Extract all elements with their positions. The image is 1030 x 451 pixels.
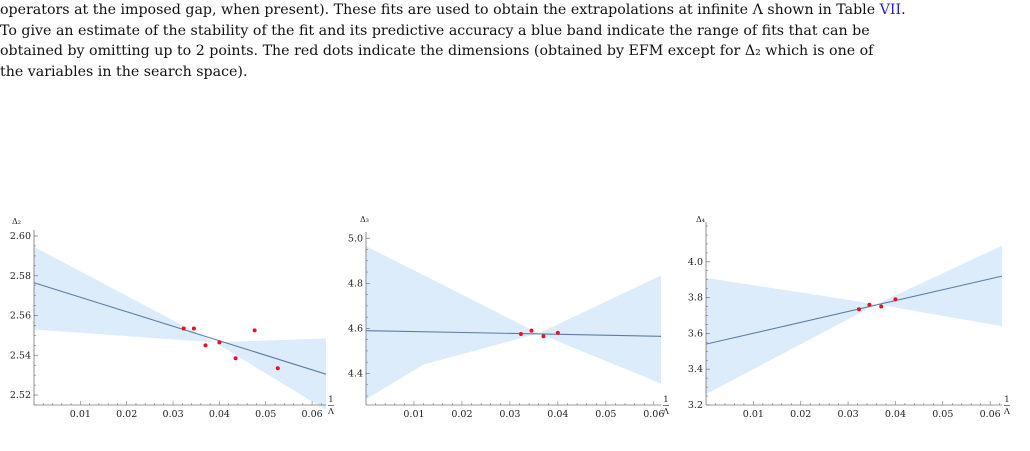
fit-line <box>33 282 327 375</box>
x-tick-label: 0.06 <box>302 409 323 420</box>
data-point <box>252 328 257 333</box>
data-point <box>867 302 872 307</box>
x-tick-label: 0.01 <box>70 409 91 420</box>
data-point <box>203 343 208 348</box>
y-tick-label: 4.4 <box>348 368 363 379</box>
x-axis-label-denominator: Λ <box>327 407 335 417</box>
x-tick-label: 0.01 <box>403 409 424 420</box>
data-point <box>191 326 196 331</box>
x-tick-label: 0.04 <box>547 409 568 420</box>
data-point <box>233 356 238 361</box>
x-tick-label: 0.06 <box>643 409 664 420</box>
fit-line <box>365 330 662 337</box>
data-point <box>217 340 222 345</box>
y-tick-label: 2.54 <box>10 350 31 361</box>
data-point <box>518 332 523 337</box>
delta2-chart: 0.01 0.02 0.03 0.04 0.05 0.06 2.52 2.54 2.56 2.58… <box>10 217 335 420</box>
x-tick-label: 0.01 <box>743 409 764 420</box>
caption-line-1-end: . <box>901 2 906 18</box>
fit-band <box>366 246 661 400</box>
x-axis-label-numerator: 1 <box>663 395 668 405</box>
data-point <box>181 326 186 331</box>
y-axis-label: Δ₃ <box>360 215 369 224</box>
delta3-chart: 0.01 0.02 0.03 0.04 0.05 0.06 4.4 4.6 4.8 5.0 Δ₃ 1 Λ <box>348 215 670 420</box>
y-tick-label: 2.58 <box>10 271 31 282</box>
x-tick-label: 0.02 <box>116 409 137 420</box>
y-tick-label: 2.60 <box>10 231 31 242</box>
x-tick-label: 0.05 <box>595 409 616 420</box>
data-point <box>529 328 534 333</box>
data-point <box>879 304 884 309</box>
y-tick-label: 2.52 <box>10 390 31 401</box>
x-tick-label: 0.05 <box>932 409 953 420</box>
x-tick-label: 0.03 <box>162 409 183 420</box>
y-tick-label: 2.56 <box>10 311 31 322</box>
fit-band <box>706 245 1002 395</box>
y-tick-label: 4.0 <box>688 257 703 268</box>
delta4-chart: 0.01 0.02 0.03 0.04 0.05 0.06 3.2 3.4 3.6 3.8 4.0 Δ… <box>688 215 1011 420</box>
table-ref-link[interactable]: VII <box>879 2 902 18</box>
x-tick-label: 0.03 <box>499 409 520 420</box>
y-tick-label: 3.6 <box>688 328 703 339</box>
data-point <box>893 297 898 302</box>
caption-line-1-text: operators at the imposed gap, when prese… <box>0 2 880 18</box>
y-axis-label: Δ₄ <box>696 215 705 224</box>
data-point <box>856 307 861 312</box>
data-point <box>555 330 560 335</box>
caption-line-2: To give an estimate of the stability of … <box>0 22 870 39</box>
x-tick-label: 0.04 <box>885 409 906 420</box>
caption-line-3: obtained by omitting up to 2 points. The… <box>0 43 874 59</box>
x-axis-label-denominator: Λ <box>1003 407 1011 417</box>
y-tick-label: 3.4 <box>688 364 703 375</box>
y-tick-label: 4.8 <box>348 278 363 289</box>
figure-caption: operators at the imposed gap, when prese… <box>0 0 1030 82</box>
y-tick-label: 5.0 <box>348 233 363 244</box>
data-point <box>275 366 280 371</box>
data-point <box>541 334 546 339</box>
y-tick-label: 3.2 <box>688 400 703 411</box>
caption-line-1: operators at the imposed gap, when prese… <box>0 0 1030 21</box>
x-axis-label-denominator: Λ <box>662 407 670 417</box>
x-tick-label: 0.03 <box>838 409 859 420</box>
y-tick-label: 4.6 <box>348 323 363 334</box>
y-axis-label: Δ₂ <box>12 217 21 226</box>
x-tick-label: 0.04 <box>209 409 230 420</box>
y-tick-label: 3.8 <box>688 293 703 304</box>
fit-line <box>705 275 1003 345</box>
x-axis-label-numerator: 1 <box>1004 395 1009 405</box>
x-tick-label: 0.06 <box>980 409 1001 420</box>
x-tick-label: 0.05 <box>255 409 276 420</box>
caption-line-4: the variables in the search space). <box>0 63 248 80</box>
x-tick-label: 0.02 <box>451 409 472 420</box>
x-axis-label-numerator: 1 <box>328 395 333 405</box>
x-tick-label: 0.02 <box>790 409 811 420</box>
